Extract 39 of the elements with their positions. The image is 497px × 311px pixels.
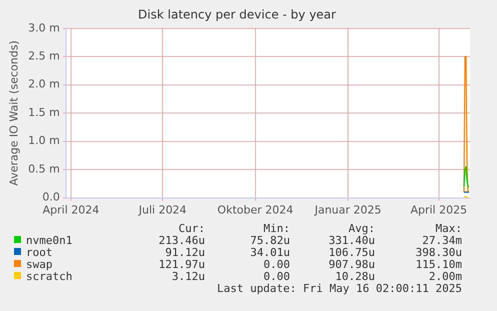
text: 34.01u	[250, 246, 290, 259]
text: 115.10m	[416, 258, 462, 271]
text: Cur:	[178, 222, 205, 235]
text: 10.28u	[335, 270, 375, 283]
text: 91.12u	[165, 246, 205, 259]
y-tick-label: 1.5 m	[28, 106, 60, 119]
legend-label: swap	[26, 258, 52, 271]
y-tick-label: 1.0 m	[28, 134, 60, 148]
x-tick-label: April 2024	[42, 203, 100, 216]
text: 106.75u	[328, 246, 375, 259]
y-tick-label: 2.0 m	[28, 78, 60, 91]
legend-label: scratch	[26, 270, 72, 283]
text: 331.40u	[328, 234, 375, 247]
text: Min:	[264, 222, 290, 235]
x-tick-label: Juli 2024	[138, 203, 187, 216]
y-tick-label: 2.5 m	[28, 49, 60, 62]
text: 75.82u	[250, 234, 290, 247]
chart-title: Disk latency per device - by year	[138, 7, 336, 22]
y-tick-label: 3.0 m	[28, 21, 60, 34]
text: 213.46u	[158, 234, 205, 247]
x-tick-label: Januar 2025	[314, 203, 382, 216]
text: 2.00m	[428, 270, 462, 283]
legend-label: nvme0n1	[26, 234, 72, 247]
y-tick-label: 0.0	[42, 190, 60, 204]
text: 398.30u	[416, 246, 462, 259]
text: 27.34m	[422, 234, 462, 247]
text: Avg:	[348, 222, 375, 235]
text: 907.98u	[328, 258, 375, 271]
x-tick-label: April 2025	[410, 203, 468, 216]
text: 3.12u	[172, 270, 205, 283]
text: Max:	[436, 222, 462, 235]
text: 0.00	[264, 270, 290, 283]
y-axis-title: Average IO Wait (seconds)	[7, 40, 20, 186]
legend-label: root	[26, 246, 52, 259]
text: Last update: Fri May 16 02:00:11 2025	[216, 282, 462, 295]
text: 0.00	[264, 258, 290, 271]
y-tick-label: 0.5 m	[28, 162, 60, 176]
x-tick-label: Oktober 2024	[217, 203, 294, 216]
text: 121.97u	[158, 258, 205, 271]
